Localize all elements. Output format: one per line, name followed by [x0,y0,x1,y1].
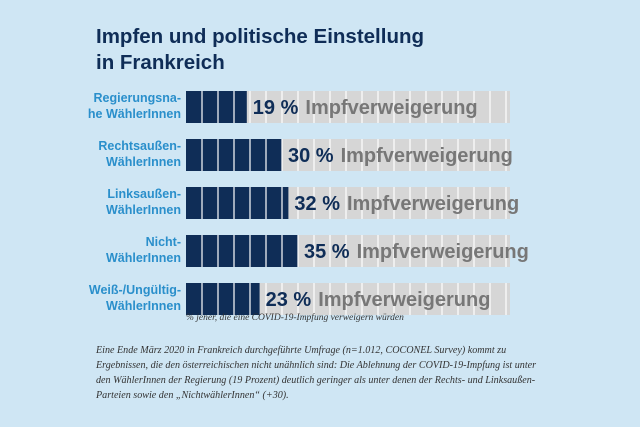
chart-title-line-1: Impfen und politische Einstellung [96,25,425,48]
value-label: 19 % [253,97,299,119]
category-label: WählerInnen [106,203,181,217]
value-label: 35 % [304,241,350,263]
value-suffix-label: Impfverweigerung [357,241,529,263]
category-label: Regierungsna- [93,91,181,105]
bar [186,235,298,267]
category-label: WählerInnen [106,155,181,169]
value-suffix-label: Impfverweigerung [341,145,513,167]
category-label: WählerInnen [106,299,181,313]
bar-chart: Regierungsna-he WählerInnen 19 % Impfverwe… [88,91,529,315]
value-suffix-label: Impfverweigerung [318,289,490,311]
value-label: 30 % [288,145,334,167]
value-label: 32 % [294,193,340,215]
category-label: he WählerInnen [88,107,181,121]
chart-footnote: % jener, die eine COVID-19-Impfung verwe… [186,313,404,323]
category-label: Rechtsaußen- [98,139,181,153]
value-suffix-label: Impfverweigerung [347,193,519,215]
value-label: 23 % [266,289,312,311]
bar [186,91,247,123]
category-label: Weiß-/Ungültig- [89,283,181,297]
category-label: Nicht- [146,235,181,249]
caption-text: Eine Ende März 2020 in Frankreich durchg… [96,345,537,401]
chart-title-line-2: in Frankreich [96,51,225,74]
chart-title: Impfen und politische Einstellung in Fra… [96,24,424,76]
value-suffix-label: Impfverweigerung [305,97,477,119]
category-label: WählerInnen [106,251,181,265]
bar [186,283,260,315]
bar [186,187,289,219]
category-label: Linksaußen- [107,187,181,201]
